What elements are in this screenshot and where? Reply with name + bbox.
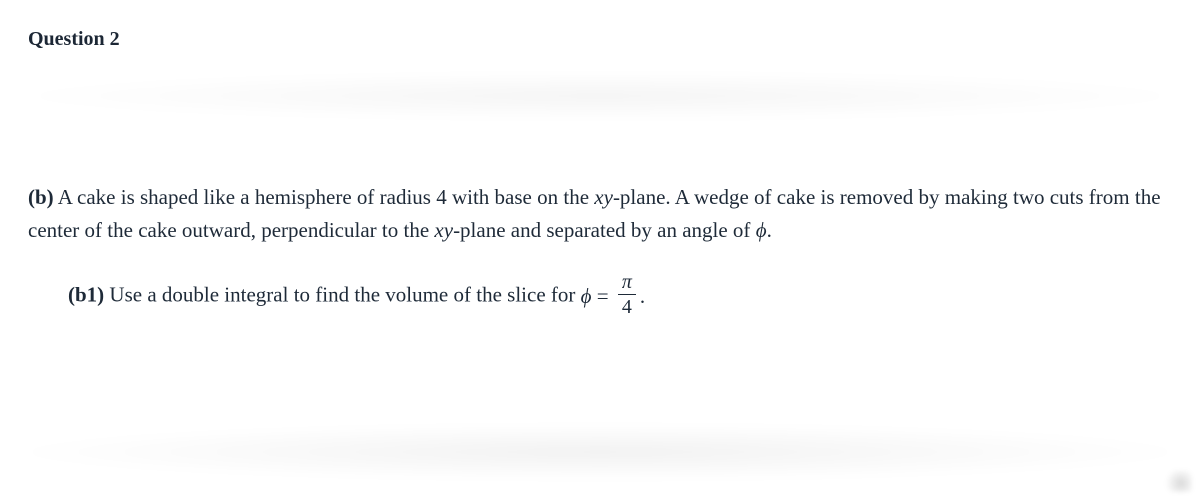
xy-plane-2: xy [434,218,453,242]
fraction-denominator: 4 [618,295,636,317]
part-b-label: (b) [28,185,54,209]
pi-over-4-fraction: π 4 [618,272,636,317]
question-heading: Question 2 [28,28,1172,51]
part-b-text-3: -plane and separated by an angle of [453,218,756,242]
xy-plane-1: xy [594,185,613,209]
part-b1-text: Use a double integral to find the volume… [104,282,580,306]
part-b1-label: (b1) [68,282,104,306]
phi-symbol-1: ϕ [756,218,767,242]
part-b-period: . [767,218,772,242]
part-b-paragraph: (b) A cake is shaped like a hemisphere o… [28,181,1172,246]
phi-symbol-2: ϕ [581,284,592,308]
part-b1-paragraph: (b1) Use a double integral to find the v… [68,274,1172,319]
scan-shadow-bottom [18,424,1182,480]
scan-corner-mark [1164,470,1192,492]
part-b-text-1: A cake is shaped like a hemisphere of ra… [54,185,595,209]
fraction-numerator: π [618,272,636,295]
part-b1-period: . [640,284,645,308]
page: Question 2 (b) A cake is shaped like a h… [0,0,1200,500]
equals-sign: = [592,284,614,308]
scan-shadow-top [18,72,1182,120]
